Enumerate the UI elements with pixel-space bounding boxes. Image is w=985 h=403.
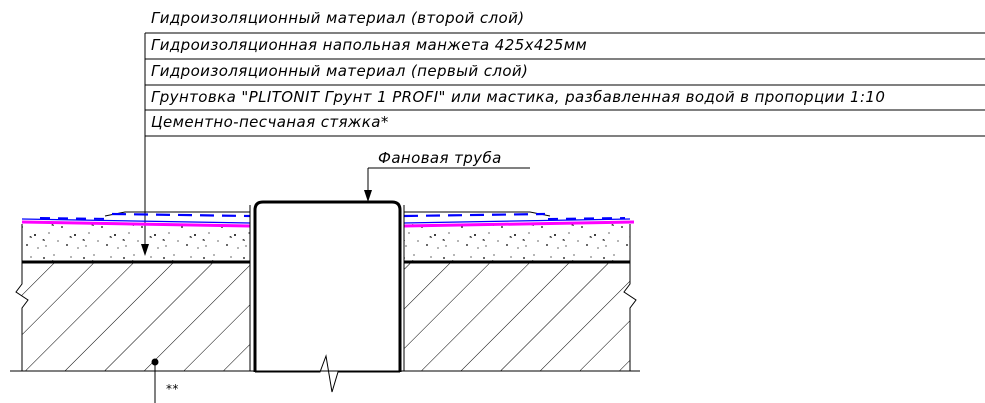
leader-table bbox=[141, 32, 985, 256]
first-layer-pink-left bbox=[21, 220, 251, 228]
cuff-right bbox=[403, 212, 546, 218]
label-waterproofing-first-layer: Гидроизоляционный материал (первый слой) bbox=[151, 62, 528, 80]
cuff-left bbox=[111, 212, 251, 218]
base-slab-right bbox=[403, 262, 637, 371]
screed-left bbox=[21, 224, 250, 262]
pipe-leader bbox=[364, 167, 530, 202]
label-screed: Цементно-песчаная стяжка* bbox=[151, 113, 389, 131]
label-pipe: Фановая труба bbox=[378, 149, 502, 167]
screed-right bbox=[404, 224, 631, 262]
drain-pipe bbox=[249, 200, 405, 393]
base-note-leader bbox=[151, 358, 159, 403]
waterproofing-left bbox=[21, 211, 251, 228]
pipe-break-line bbox=[255, 354, 400, 393]
label-floor-cuff: Гидроизоляционная напольная манжета 425х… bbox=[151, 36, 587, 54]
base-slab-left bbox=[15, 262, 251, 371]
label-base-note: ** bbox=[166, 382, 179, 396]
label-primer: Грунтовка "PLITONIT Грунт 1 PROFI" или м… bbox=[151, 88, 885, 106]
first-layer-pink-right bbox=[403, 220, 635, 228]
waterproofing-right bbox=[403, 211, 635, 228]
label-waterproofing-second-layer: Гидроизоляционный материал (второй слой) bbox=[151, 9, 525, 27]
